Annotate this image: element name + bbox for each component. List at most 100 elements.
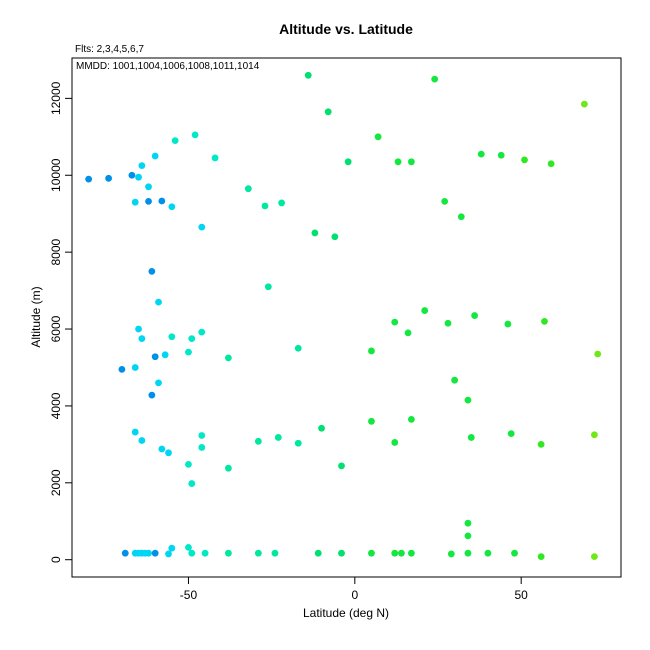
- data-point: [165, 449, 172, 457]
- data-point: [168, 333, 176, 341]
- data-point: [155, 379, 162, 387]
- data-point: [145, 183, 152, 191]
- data-point: [151, 549, 159, 557]
- y-tick-label: 8000: [49, 238, 63, 265]
- data-point: [547, 160, 555, 168]
- data-point: [368, 417, 375, 425]
- data-point: [444, 319, 452, 327]
- data-point: [464, 396, 472, 404]
- data-point: [294, 344, 302, 352]
- data-point: [331, 233, 339, 241]
- data-point: [484, 549, 492, 557]
- data-point: [264, 283, 272, 291]
- data-point: [464, 549, 472, 557]
- y-axis: 0 2000 4000 6000 8000 10000 12000: [49, 81, 72, 563]
- x-tick-label: 0: [351, 588, 358, 602]
- data-point: [368, 549, 375, 557]
- data-point: [344, 158, 352, 166]
- data-point: [338, 549, 345, 557]
- data-point: [391, 549, 399, 557]
- data-point: [511, 549, 518, 557]
- chart-subtitle: Flts: 2,3,4,5,6,7: [75, 44, 144, 55]
- data-point: [368, 347, 375, 355]
- data-point: [138, 437, 146, 444]
- data-point: [168, 544, 176, 552]
- data-point: [224, 464, 232, 472]
- data-point: [590, 553, 598, 561]
- data-point: [451, 376, 459, 384]
- data-point: [155, 298, 162, 306]
- data-point: [85, 175, 93, 183]
- data-point: [118, 366, 126, 373]
- data-point: [318, 424, 325, 432]
- data-point: [131, 428, 139, 436]
- data-point: [464, 519, 472, 527]
- data-point: [311, 229, 319, 237]
- chart-title: Altitude vs. Latitude: [279, 21, 413, 37]
- y-tick-label: 4000: [49, 392, 63, 419]
- data-point: [274, 434, 282, 441]
- data-point: [394, 158, 402, 166]
- y-tick-label: 10000: [49, 158, 63, 192]
- data-points: [85, 71, 602, 561]
- data-point: [477, 150, 485, 158]
- data-point: [105, 174, 112, 182]
- data-point: [198, 328, 206, 336]
- data-point: [168, 203, 176, 211]
- data-point: [224, 549, 232, 557]
- data-point: [131, 364, 139, 371]
- y-tick-label: 6000: [49, 315, 63, 342]
- data-point: [188, 480, 196, 487]
- data-point: [201, 549, 209, 557]
- data-point: [138, 162, 146, 170]
- data-point: [507, 430, 515, 438]
- data-point: [224, 354, 232, 362]
- data-point: [191, 131, 199, 139]
- y-tick-label: 2000: [49, 469, 63, 496]
- data-point: [398, 549, 405, 557]
- data-point: [467, 434, 475, 441]
- data-point: [261, 202, 269, 210]
- data-point: [457, 213, 465, 221]
- data-point: [211, 154, 219, 162]
- data-point: [391, 439, 399, 446]
- data-point: [145, 197, 152, 205]
- data-point: [581, 100, 588, 108]
- data-point: [404, 329, 412, 337]
- data-point: [165, 550, 172, 558]
- data-point: [407, 158, 415, 166]
- data-point: [244, 185, 252, 193]
- data-point: [128, 171, 136, 179]
- data-point: [188, 335, 196, 343]
- data-point: [537, 553, 545, 561]
- data-point: [198, 223, 206, 231]
- x-axis-label: Latitude (deg N): [303, 606, 389, 620]
- data-point: [278, 199, 286, 207]
- data-point: [407, 415, 415, 423]
- plot-frame: [71, 57, 622, 578]
- data-point: [471, 312, 478, 319]
- data-point: [161, 351, 169, 359]
- data-point: [138, 335, 146, 343]
- data-point: [464, 532, 472, 540]
- data-point: [271, 549, 279, 557]
- data-point: [441, 197, 449, 205]
- data-point: [590, 431, 598, 439]
- data-point: [391, 318, 399, 326]
- data-point: [188, 549, 196, 557]
- chart-annotation: MMDD: 1001,1004,1006,1008,1011,1014: [76, 61, 260, 72]
- y-axis-label: Altitude (m): [29, 286, 43, 347]
- data-point: [135, 325, 142, 333]
- data-point: [338, 462, 345, 470]
- data-point: [431, 75, 439, 83]
- data-point: [151, 152, 159, 160]
- data-point: [541, 317, 548, 325]
- data-point: [158, 445, 166, 453]
- data-point: [421, 307, 429, 314]
- data-point: [185, 460, 192, 468]
- data-point: [374, 133, 382, 141]
- data-point: [158, 197, 166, 205]
- data-point: [131, 198, 139, 206]
- x-tick-label: 50: [515, 588, 529, 602]
- data-point: [145, 549, 152, 557]
